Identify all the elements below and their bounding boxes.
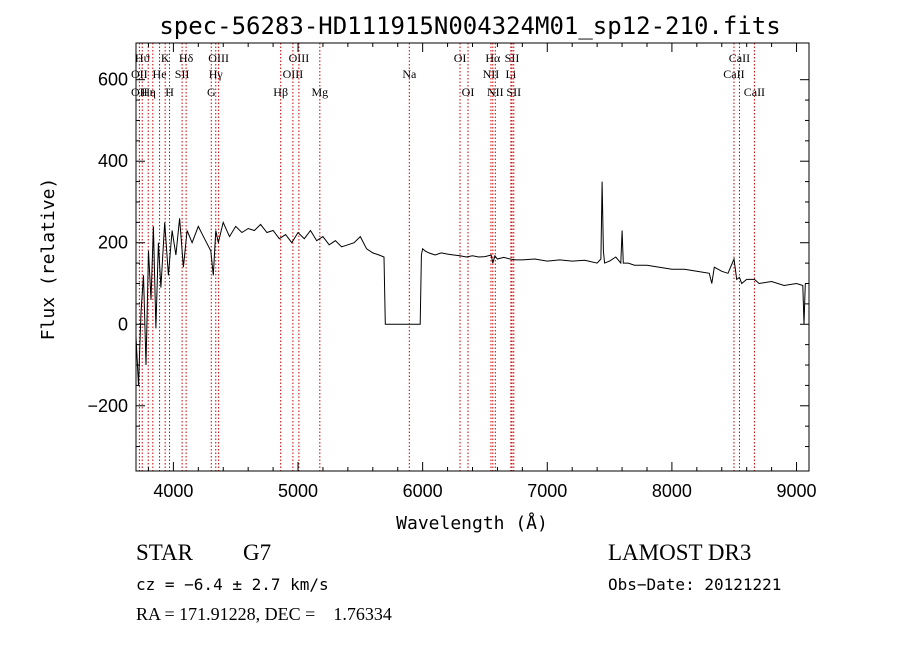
y-tick-label: 400 <box>98 151 128 171</box>
line-marker-label: Hβ <box>273 85 288 99</box>
x-tick-label: 4000 <box>153 481 193 501</box>
x-tick-label: 7000 <box>527 481 567 501</box>
line-marker-label: CaII <box>729 51 750 65</box>
object-class: STAR <box>136 540 194 565</box>
x-tick-label: 9000 <box>777 481 817 501</box>
line-marker-label: Hδ <box>179 51 194 65</box>
line-marker-label: NII <box>483 67 500 81</box>
line-marker-label: K <box>161 51 170 65</box>
line-marker-label: SII <box>505 51 520 65</box>
line-marker-label: OIII <box>283 67 304 81</box>
y-tick-label: −200 <box>87 396 128 416</box>
axis-ticks: 4000 5000 6000 7000 8000 9000 −200 0 200 400 600 <box>87 43 817 501</box>
x-tick-label: 6000 <box>403 481 443 501</box>
line-marker-label: He <box>153 67 167 81</box>
line-marker-label: CaII <box>723 67 744 81</box>
redshift-cz: cz = −6.4 ± 2.7 km/s <box>136 575 329 594</box>
line-marker-label: Mg <box>311 85 328 99</box>
chart-title: spec-56283-HD111915N004324M01_sp12-210.f… <box>159 12 780 40</box>
line-marker-label: NII <box>487 85 504 99</box>
line-marker-label: CaII <box>744 85 765 99</box>
line-marker-label: OI <box>454 51 467 65</box>
line-marker-label: Hε <box>141 85 155 99</box>
object-subclass: G7 <box>243 540 271 565</box>
survey-name: LAMOST DR3 <box>608 540 751 565</box>
spectrum-line <box>135 181 806 386</box>
line-marker-label: OII <box>131 67 148 81</box>
line-marker-label: Hγ <box>209 67 224 81</box>
line-marker-label: Hα <box>485 51 501 65</box>
line-marker-label: SII <box>175 67 190 81</box>
y-tick-label: 600 <box>98 70 128 90</box>
line-marker-label: OI <box>462 85 475 99</box>
line-marker-label: OII <box>131 85 148 99</box>
ra-dec: RA = 171.91228, DEC = 1.76334 <box>136 604 392 624</box>
line-marker-label: SII <box>506 85 521 99</box>
line-marker-label: Hϑ <box>135 51 150 65</box>
observation-date: Obs−Date: 20121221 <box>608 575 781 594</box>
line-marker-label: H <box>165 85 174 99</box>
line-marker-label: OIII <box>208 51 229 65</box>
x-tick-label: 5000 <box>278 481 318 501</box>
line-marker-label: Li <box>506 67 517 81</box>
plot-frame <box>135 42 810 472</box>
line-marker-label: G <box>207 85 216 99</box>
x-tick-label: 8000 <box>652 481 692 501</box>
y-tick-label: 200 <box>98 233 128 253</box>
x-axis-label: Wavelength (Å) <box>396 512 548 534</box>
line-marker-label: η <box>150 85 156 99</box>
line-marker-label: Na <box>402 67 417 81</box>
line-marker-label: OIII <box>289 51 310 65</box>
y-axis-label: Flux (relative) <box>38 178 59 341</box>
y-tick-label: 0 <box>118 314 128 334</box>
